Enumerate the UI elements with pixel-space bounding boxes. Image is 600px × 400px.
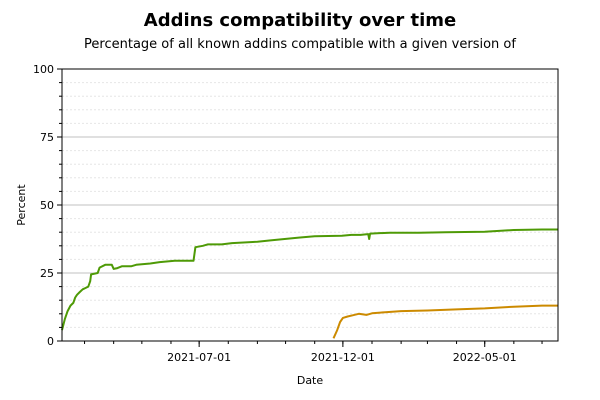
y-tick-label: 50 bbox=[40, 199, 54, 212]
x-tick-label: 2021-07-01 bbox=[167, 351, 231, 364]
y-axis-title: Percent bbox=[15, 184, 28, 226]
y-axis: 0 25 50 75 100 bbox=[33, 63, 54, 348]
chart-subtitle: Percentage of all known addins compatibl… bbox=[84, 37, 516, 52]
y-tick-label: 100 bbox=[33, 63, 54, 76]
x-tick-label: 2021-12-01 bbox=[311, 351, 375, 364]
series-lines bbox=[61, 228, 558, 339]
series-line-2 bbox=[332, 304, 558, 339]
x-axis: 2021-07-01 2021-12-01 2022-05-01 bbox=[167, 341, 517, 364]
y-tick-label: 25 bbox=[40, 267, 54, 280]
grid-lines bbox=[62, 82, 558, 328]
x-tick-label: 2022-05-01 bbox=[453, 351, 517, 364]
x-axis-title: Date bbox=[297, 374, 324, 387]
chart-title: Addins compatibility over time bbox=[143, 10, 457, 31]
y-tick-label: 0 bbox=[47, 335, 54, 348]
series-line-1 bbox=[61, 228, 558, 331]
plot-frame bbox=[61, 68, 559, 342]
y-tick-label: 75 bbox=[40, 131, 54, 144]
